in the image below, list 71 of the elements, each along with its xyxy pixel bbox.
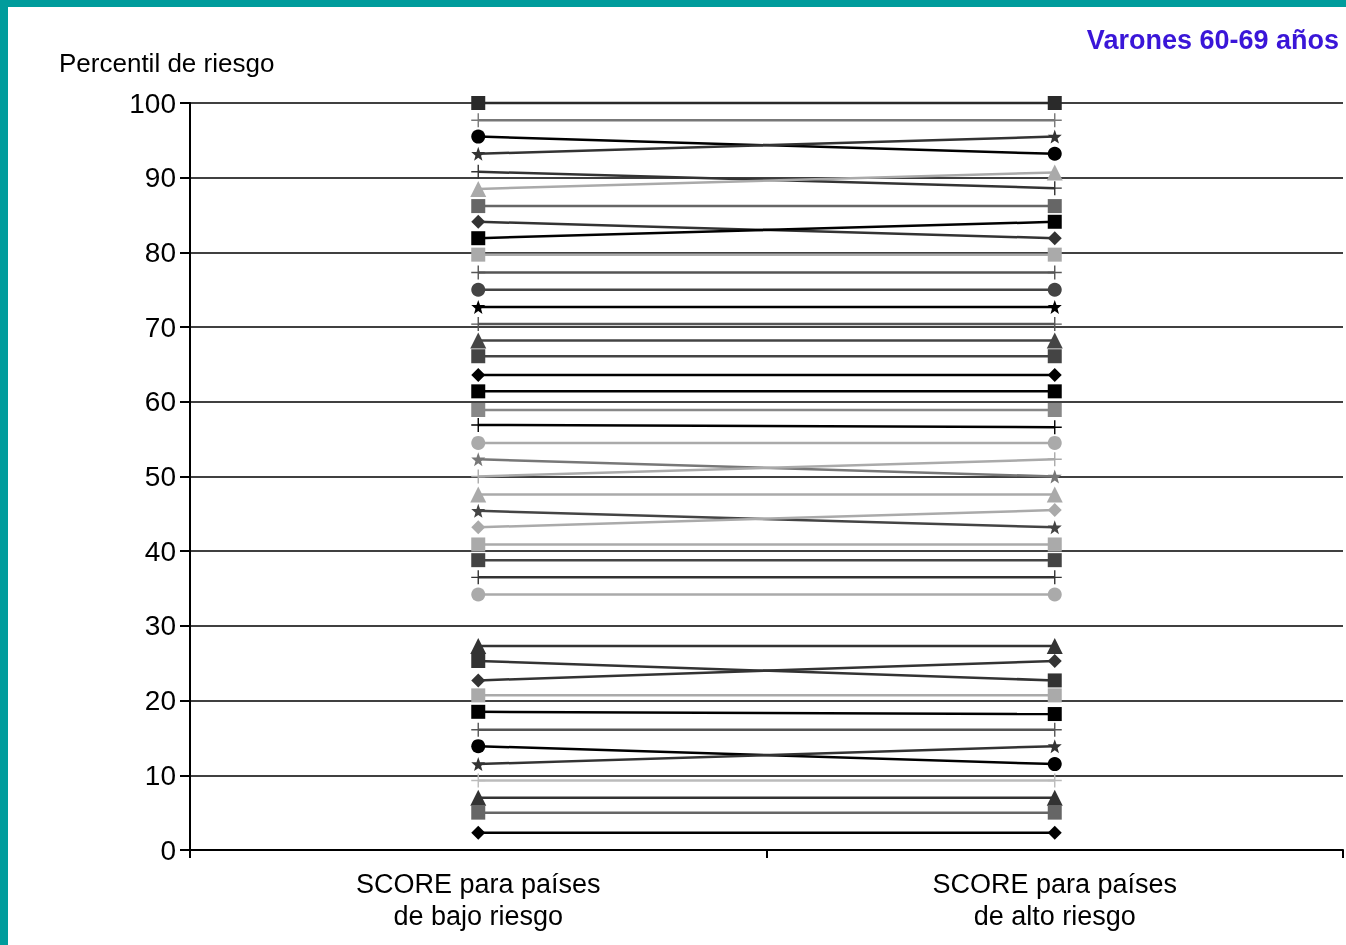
point	[471, 825, 486, 840]
point	[471, 688, 486, 703]
y-tick-label: 80	[144, 236, 176, 268]
point	[471, 537, 486, 552]
point	[471, 214, 486, 229]
point	[1047, 214, 1062, 229]
point	[471, 384, 486, 399]
point	[1047, 688, 1062, 703]
point	[1047, 654, 1062, 669]
y-tick-label: 20	[144, 685, 176, 717]
point	[471, 520, 486, 535]
point	[471, 96, 486, 110]
point	[1047, 537, 1062, 552]
point	[471, 805, 486, 820]
point	[1047, 825, 1062, 840]
y-tick-label: 30	[144, 610, 176, 642]
point	[1047, 146, 1062, 161]
point	[471, 654, 486, 669]
point	[1047, 96, 1062, 110]
point	[471, 282, 486, 297]
point	[471, 231, 486, 246]
x-tick-label: SCORE para países de alto riesgo	[932, 869, 1178, 931]
y-tick-label: 90	[144, 162, 176, 194]
point	[1047, 707, 1062, 722]
point	[1047, 247, 1062, 262]
point	[471, 146, 486, 161]
point	[1047, 587, 1062, 602]
point	[471, 587, 486, 602]
point	[471, 247, 486, 262]
point	[1047, 757, 1062, 772]
point	[1047, 673, 1062, 688]
point	[1047, 520, 1062, 535]
point	[1047, 282, 1062, 297]
point	[471, 757, 486, 772]
point	[471, 704, 486, 719]
point	[1047, 553, 1062, 568]
point	[1047, 739, 1062, 754]
y-tick-label: 10	[144, 759, 176, 791]
y-tick-label: 0	[160, 834, 176, 866]
y-tick-label: 60	[144, 386, 176, 418]
point	[471, 503, 486, 518]
point	[471, 452, 486, 467]
point	[471, 553, 486, 568]
point	[1047, 403, 1062, 418]
point	[1047, 367, 1062, 382]
point	[1047, 384, 1062, 399]
point	[1047, 805, 1062, 820]
point	[471, 435, 486, 450]
point	[1047, 199, 1062, 214]
point	[1047, 349, 1062, 364]
point	[471, 739, 486, 754]
point	[1047, 503, 1062, 518]
point	[471, 129, 486, 144]
y-axis-title: Percentil de riesgo	[59, 48, 275, 78]
point	[1047, 129, 1062, 144]
y-tick-label: 100	[129, 87, 176, 119]
point	[471, 367, 486, 382]
point	[1047, 299, 1062, 314]
point	[1047, 435, 1062, 450]
y-tick-label: 50	[144, 461, 176, 492]
y-tick-label: 40	[144, 535, 176, 567]
point	[471, 673, 486, 688]
point	[471, 299, 486, 314]
x-tick-label: SCORE para países de bajo riesgo	[355, 869, 601, 931]
chart-title: Varones 60-69 años	[1086, 24, 1339, 55]
y-tick-label: 70	[144, 311, 176, 343]
point	[471, 403, 486, 418]
point	[1047, 469, 1062, 484]
point	[471, 199, 486, 214]
point	[1047, 231, 1062, 246]
point	[471, 349, 486, 364]
